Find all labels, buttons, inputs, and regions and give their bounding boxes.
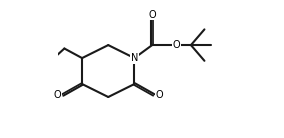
Text: O: O	[148, 10, 156, 20]
Text: O: O	[155, 90, 163, 100]
Text: O: O	[172, 40, 180, 50]
Text: N: N	[131, 53, 138, 63]
Text: O: O	[54, 90, 61, 100]
